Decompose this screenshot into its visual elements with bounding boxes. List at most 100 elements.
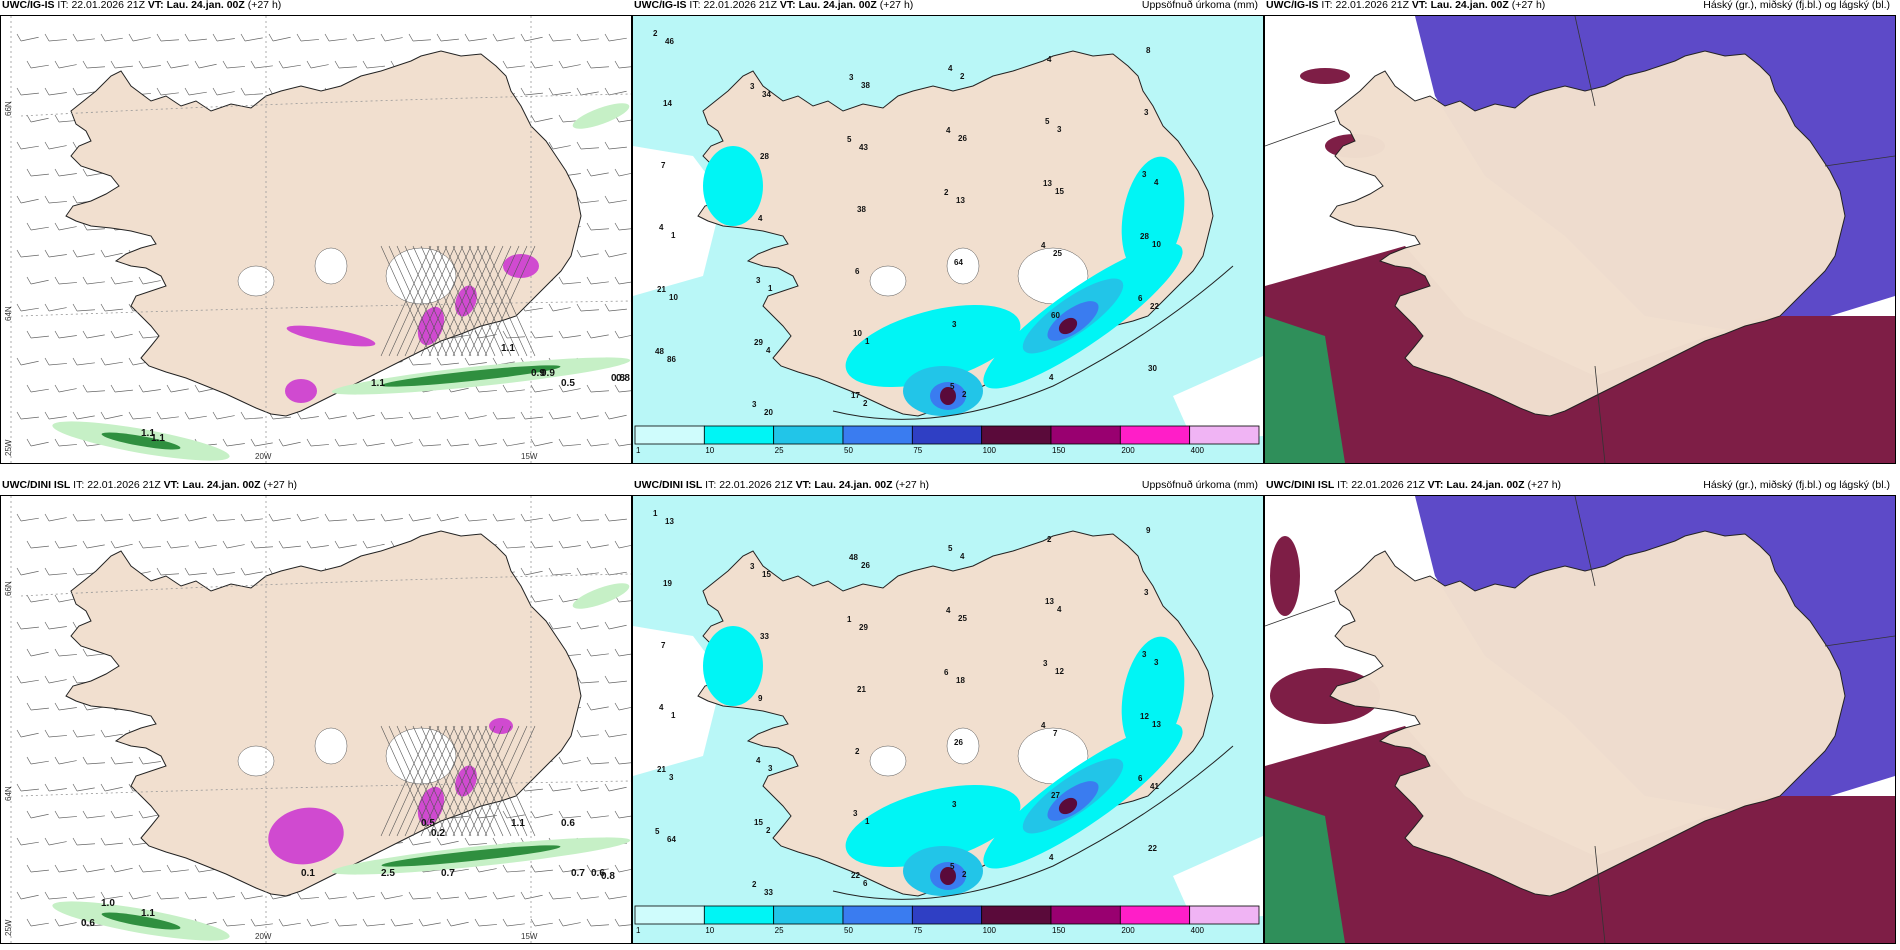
wind-barb-flag [436, 513, 442, 522]
precip-value: 9 [1146, 526, 1151, 535]
hatch-area [380, 245, 536, 357]
wind-barb-flag [222, 438, 228, 447]
glacier-hole [385, 727, 457, 785]
wind-barb [86, 653, 105, 657]
wind-barb-flag [44, 141, 50, 150]
precip-value: 29 [754, 338, 763, 347]
wind-barb [552, 39, 571, 42]
precip-fill [703, 146, 763, 226]
wind-barb [524, 517, 543, 522]
precip-value: 4 [756, 756, 761, 765]
wind-barb [450, 868, 469, 873]
wind-barb-flag [520, 33, 526, 42]
wind-barb-flag [576, 513, 582, 522]
wind-barb [468, 415, 487, 420]
wind-barb-flag [558, 438, 564, 447]
wind-barb-flag [464, 891, 470, 900]
wind-barb [30, 226, 49, 231]
precip-value: 22 [851, 871, 860, 880]
wind-barb-flag [436, 891, 442, 900]
glacier-hole [869, 745, 907, 777]
cloud-panel-bottom [1264, 495, 1896, 944]
wind-barb [618, 335, 631, 339]
wind-barb [48, 254, 67, 258]
wind-barb [552, 307, 571, 312]
wind-barb-flag [72, 249, 78, 258]
wind-barb-flag [54, 222, 60, 231]
wind-barb-flag [166, 60, 172, 69]
cloud-title: Háský (gr.), miðský (fj.bl.) og lágský (… [1703, 479, 1890, 491]
wind-barb [48, 841, 67, 846]
wind-barb [114, 867, 133, 873]
wind-barb-flag [604, 675, 610, 684]
wind-barb-flag [100, 249, 106, 258]
precip-value: 2 [855, 747, 860, 756]
wind-barb [114, 65, 133, 69]
wind-barb [20, 841, 39, 846]
wind-barb-flag [44, 621, 50, 630]
wind-barb [580, 625, 599, 630]
wind-barb-flag [212, 567, 218, 576]
wind-barb [562, 545, 581, 549]
wind-barb [198, 544, 217, 549]
colorbar-label: 200 [1121, 926, 1135, 935]
precip-value: 48 [655, 347, 664, 356]
wind-barb [524, 570, 543, 576]
wind-barb [534, 388, 553, 393]
precip-value: 2 [962, 870, 967, 879]
wind-barb-flag [82, 276, 88, 285]
precip-value: 25 [958, 614, 967, 623]
precip-value: 4 [1041, 721, 1046, 730]
cloud-panel-top [1264, 15, 1896, 464]
precip-value: 2 [752, 880, 757, 889]
precip-value: 7 [661, 641, 666, 650]
wind-barb [20, 307, 39, 312]
wind-barb [160, 517, 179, 522]
precip-value: 29 [859, 623, 868, 632]
wind-barb [300, 517, 319, 522]
wind-barb [170, 545, 189, 549]
precip-value: 13 [1152, 720, 1161, 729]
wind-barb-flag [128, 357, 134, 366]
contour-label: 0.2 [431, 828, 445, 839]
wind-barb [394, 923, 413, 927]
wind-barb [590, 334, 609, 339]
wind-barb [300, 416, 319, 420]
wind-barb-flag [614, 918, 620, 927]
contour-label: 0.7 [571, 868, 585, 879]
green-band [572, 103, 630, 129]
wind-barb [580, 38, 599, 42]
precip-value: 34 [762, 90, 771, 99]
wind-barb-flag [72, 195, 78, 204]
wind-barb [86, 815, 105, 819]
wind-barb-flag [334, 60, 340, 69]
wind-barb [76, 309, 95, 312]
hatch-line [388, 245, 440, 357]
wind-barb-flag [502, 330, 508, 339]
contour-label: 0.9 [541, 368, 555, 379]
colorbar-swatch [1189, 905, 1260, 925]
wind-barb-flag [502, 810, 508, 819]
precip-value: 2 [653, 29, 658, 38]
wind-barb-flag [26, 918, 32, 927]
wind-barb [590, 443, 609, 447]
wind-barb-flag [128, 783, 134, 792]
green-band-core [101, 912, 181, 930]
wind-barb-flag [54, 114, 60, 123]
precip-value: 1 [768, 284, 773, 293]
wind-barb [86, 281, 105, 285]
wind-barb [534, 598, 553, 603]
graticule-line [1574, 496, 1596, 587]
dry-area [633, 146, 723, 296]
green-band-core [381, 365, 561, 387]
wind-barb-flag [604, 621, 610, 630]
wind-barb-flag [212, 411, 218, 420]
wind-barb-flag [156, 891, 162, 900]
wind-barb-flag [278, 60, 284, 69]
wind-barb-flag [614, 168, 620, 177]
contour-label: 0.8 [616, 373, 630, 384]
wind-barb [618, 545, 631, 549]
wind-barb [310, 545, 329, 549]
wind-barb-flag [352, 513, 358, 522]
precip-value: 3 [952, 320, 957, 329]
